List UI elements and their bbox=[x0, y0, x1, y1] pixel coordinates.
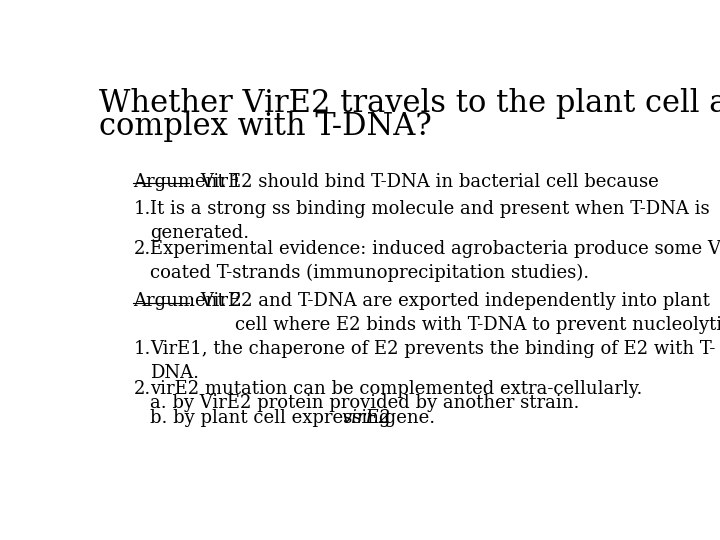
Text: It is a strong ss binding molecule and present when T-DNA is
generated.: It is a strong ss binding molecule and p… bbox=[150, 200, 710, 242]
Text: : VirE2 and T-DNA are exported independently into plant
        cell where E2 bi: : VirE2 and T-DNA are exported independe… bbox=[189, 292, 720, 334]
Text: Argument 1: Argument 1 bbox=[132, 173, 241, 191]
Text: 1.: 1. bbox=[134, 200, 151, 218]
Text: 1.: 1. bbox=[134, 340, 151, 357]
Text: Whether VirE2 travels to the plant cell alone or as a: Whether VirE2 travels to the plant cell … bbox=[99, 88, 720, 119]
Text: : VirE2 should bind T-DNA in bacterial cell because: : VirE2 should bind T-DNA in bacterial c… bbox=[189, 173, 659, 191]
Text: a. by VirE2 protein provided by another strain.: a. by VirE2 protein provided by another … bbox=[150, 394, 580, 413]
Text: gene.: gene. bbox=[379, 409, 436, 427]
Text: virE2 mutation can be complemented extra-cellularly.: virE2 mutation can be complemented extra… bbox=[150, 380, 643, 398]
Text: complex with T-DNA?: complex with T-DNA? bbox=[99, 111, 432, 142]
Text: b. by plant cell expressing: b. by plant cell expressing bbox=[150, 409, 397, 427]
Text: 2.: 2. bbox=[134, 240, 151, 258]
Text: Experimental evidence: induced agrobacteria produce some VirE2
coated T-strands : Experimental evidence: induced agrobacte… bbox=[150, 240, 720, 282]
Text: VirE1, the chaperone of E2 prevents the binding of E2 with T-
DNA.: VirE1, the chaperone of E2 prevents the … bbox=[150, 340, 716, 382]
Text: Argument 2: Argument 2 bbox=[132, 292, 241, 310]
Text: 2.: 2. bbox=[134, 380, 151, 398]
Text: virE2: virE2 bbox=[341, 409, 390, 427]
